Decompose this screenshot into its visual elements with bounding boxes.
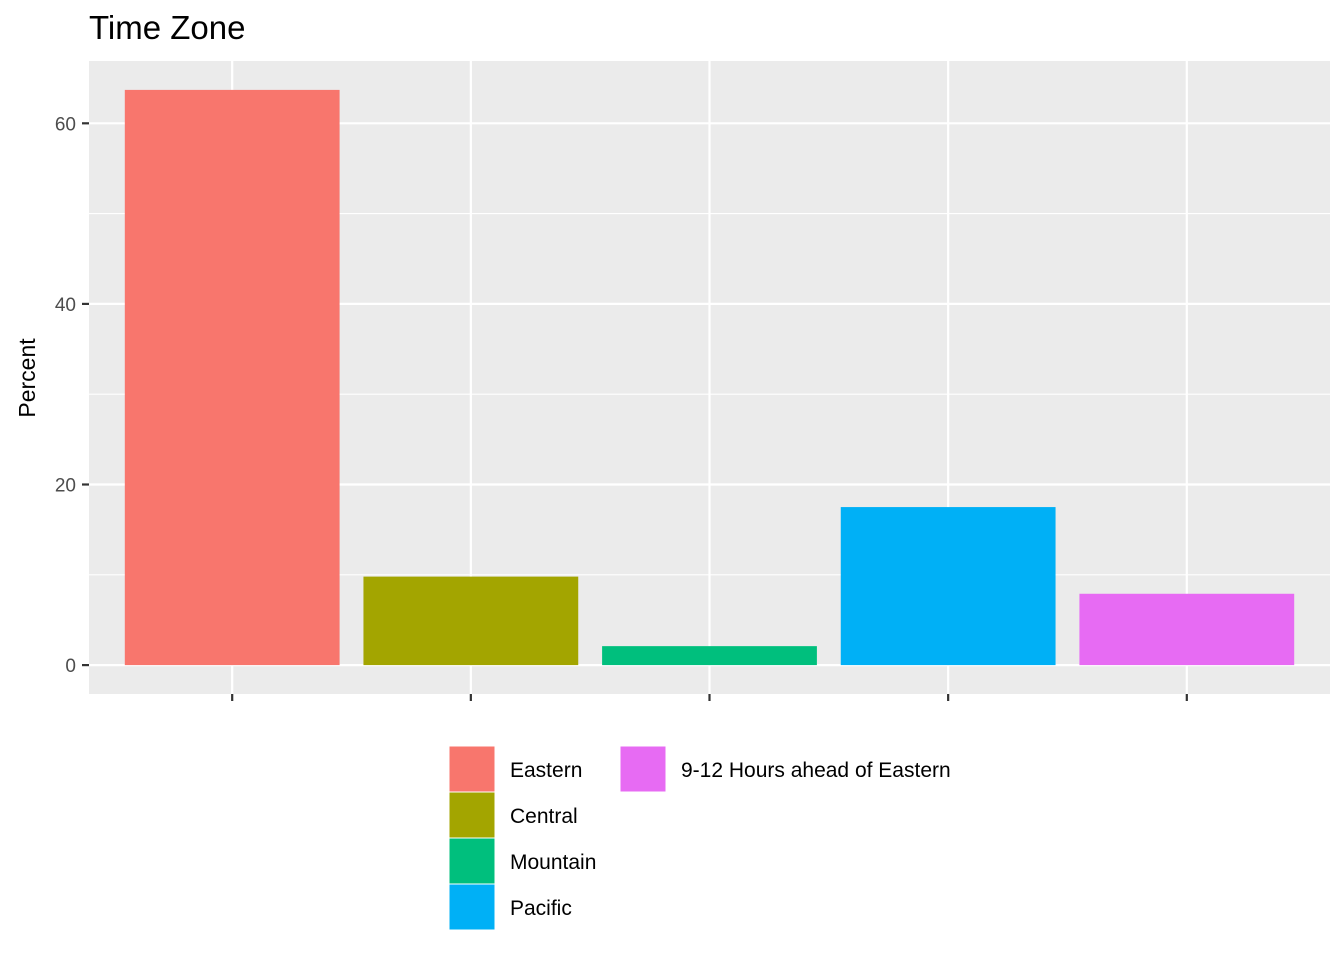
y-tick-label: 20 — [55, 476, 76, 497]
y-axis-title: Percent — [14, 338, 40, 418]
legend-key — [448, 745, 496, 793]
legend-label: Pacific — [510, 897, 572, 920]
legend-label: Eastern — [510, 759, 582, 782]
legend-key — [448, 837, 496, 885]
legend-key — [448, 883, 496, 931]
bar-pacific — [840, 507, 1056, 666]
bar-central — [363, 576, 579, 666]
legend: Eastern Central Mountain Pacific 9-12 Hours … — [448, 745, 951, 931]
chart-title: Time Zone — [89, 9, 246, 46]
bar-9-12-hours-ahead-of-eastern — [1079, 593, 1295, 666]
legend-label: Central — [510, 805, 578, 828]
y-tick-label: 0 — [65, 656, 76, 677]
bars — [124, 89, 1295, 666]
y-tick-label: 60 — [55, 114, 76, 135]
legend-key — [619, 745, 667, 793]
bar-eastern — [124, 89, 340, 666]
bar-mountain — [602, 646, 817, 666]
legend-label: Mountain — [510, 851, 596, 874]
y-axis: 0 20 40 60 — [55, 114, 89, 677]
y-tick-label: 40 — [55, 295, 76, 316]
legend-label: 9-12 Hours ahead of Eastern — [681, 759, 951, 782]
legend-key — [448, 791, 496, 839]
x-axis — [231, 694, 1188, 701]
